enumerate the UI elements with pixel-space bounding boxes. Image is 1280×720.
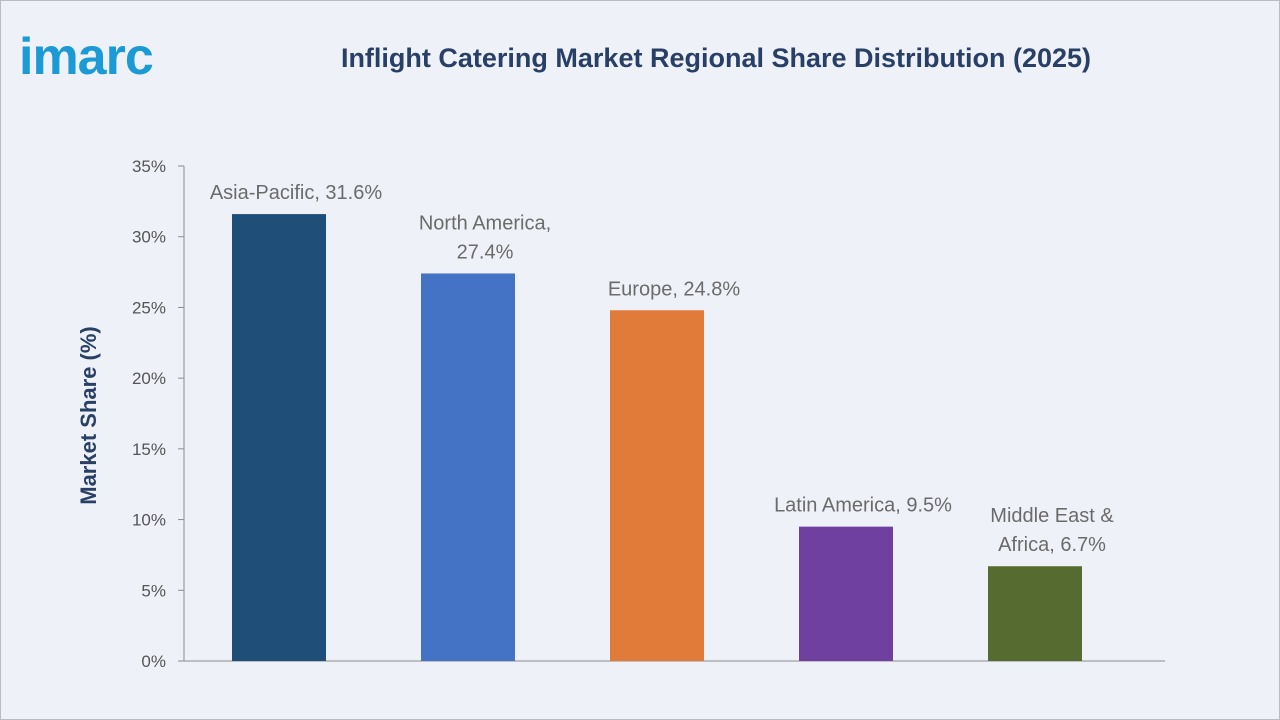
bar-3 [610,310,704,661]
logo-text: imarc [19,28,154,86]
imarc-logo: imarc [19,31,209,83]
data-label-2: 27.4% [457,241,514,263]
data-label-5: Middle East & [990,505,1114,527]
y-tick-label: 10% [132,511,166,530]
chart-title: Inflight Catering Market Regional Share … [340,43,1092,73]
y-tick-label: 5% [141,581,166,600]
bar-4 [799,526,893,661]
data-label-2: North America, [419,212,551,234]
bar-2 [421,273,515,661]
y-tick-label: 15% [132,440,166,459]
y-tick-label: 30% [132,228,166,247]
data-label-1: Asia-Pacific, 31.6% [210,182,383,204]
y-axis-title: Market Share (%) [76,326,101,505]
data-label-4: Latin America, 9.5% [774,495,952,517]
data-label-5: Africa, 6.7% [998,534,1106,556]
data-label-3: Europe, 24.8% [608,278,741,300]
y-tick-label: 0% [141,652,166,671]
y-tick-label: 20% [132,369,166,388]
y-tick-label: 35% [132,157,166,176]
y-tick-label: 25% [132,298,166,317]
bar-1 [232,214,326,662]
bar-5 [988,566,1082,661]
